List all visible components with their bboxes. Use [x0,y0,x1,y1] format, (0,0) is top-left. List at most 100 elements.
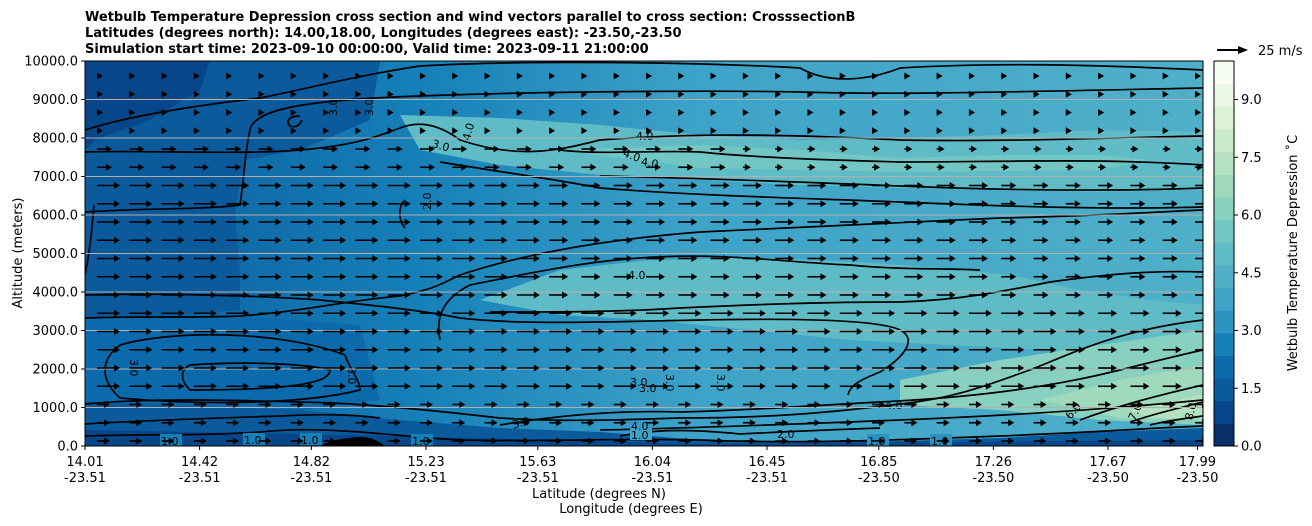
wind-vector-head [493,145,500,153]
x-tick-label-lat: 17.26 [975,455,1012,470]
wind-vector-head [340,382,347,390]
wind-vector-head [723,291,730,299]
wind-vector-head [921,364,928,372]
wind-vector-head [1137,437,1144,445]
colorbar-band [1214,83,1234,107]
wind-vector-head [426,419,433,427]
wind-vector-head [755,291,762,299]
wind-vector-head [1208,346,1214,353]
wind-vector-head [820,255,827,262]
wind-vector-head [626,182,633,189]
wind-vector-head [1067,163,1074,171]
wind-vector-head [949,236,956,244]
wind-vector-head [267,145,274,153]
wind-vector-head [1074,255,1081,262]
contour-line [439,161,1203,209]
wind-vector-head [775,90,782,98]
wind-vector-head [620,419,627,427]
wind-vector-head [1035,145,1042,153]
wind-vectors [97,72,1214,445]
wind-vector-head [243,273,250,281]
contour-label: 3.0 [327,99,340,117]
wind-vector-head [469,346,476,354]
wind-vector-head [340,364,347,372]
wind-vector-head [549,127,556,135]
wind-vector-head [501,200,508,208]
wind-vector-head [275,309,282,317]
wind-vector-head [1078,346,1085,354]
wind-vector-head [146,328,153,335]
wind-vector-head [501,328,508,335]
wind-vector-head [936,109,943,116]
wind-vector-head [307,309,314,317]
wind-vector-head [695,309,702,317]
wind-vector-head [691,255,698,262]
wind-vector-head [372,291,379,299]
wind-vector-head [777,145,784,153]
contour-label: 3.0 [345,367,358,385]
wind-vector-head [562,200,569,208]
wind-vector-head [852,291,859,299]
x-axis-label-latitude: Latitude (degrees N) [532,487,666,502]
wind-vector-head [1010,218,1017,226]
wind-vector-head [1001,72,1008,80]
wind-vector-head [788,218,795,226]
wind-vector-head [1065,127,1072,135]
wind-vector-head [1050,364,1057,372]
wind-vector-head [501,218,508,226]
wind-vector-head [210,309,217,317]
wind-vector-head [727,382,734,390]
wind-vector-head [161,72,168,80]
wind-vector-head [1107,255,1114,262]
contour-line [599,175,1203,192]
x-tick-label-lon: -23.50 [972,471,1014,486]
wind-vector-head [1035,163,1042,171]
wind-vector-head [953,382,960,390]
wind-vector-head [759,382,766,390]
wind-vector-head [210,328,217,335]
wind-vector-head [558,163,565,171]
wind-vector-head [1018,382,1025,390]
wind-vector-head [501,364,508,372]
wind-vector-head [968,72,975,80]
wind-vector-head [387,72,394,80]
wind-vector-head [1139,236,1146,244]
wind-vector-head [1197,145,1203,153]
wind-vector-head [846,437,853,445]
x-tick-label-lat: 16.45 [748,455,785,470]
wind-vector-head [404,218,411,226]
wind-vector-head [874,163,881,171]
wind-vector-head [1001,90,1008,98]
wind-vector-head [841,163,848,171]
wind-vector-head [1111,328,1118,335]
y-tick-label: 7000.0 [33,170,79,185]
wind-vector-head [659,236,665,244]
y-axis: 0.0 1000.0 2000.0 3000.0 4000.0 5000.0 6000.0 7… [24,55,85,455]
wind-vector-head [290,109,297,116]
wind-vector-head [1098,109,1105,116]
x-tick-label-lon: -23.50 [1176,471,1218,486]
wind-vector-head [210,291,217,299]
wind-vector-head [566,309,573,317]
wind-vector-head [723,182,730,189]
wind-vector-head [459,419,466,427]
wind-vector-head [210,346,217,354]
wind-vector-head [968,109,975,116]
wind-vector-head [659,218,665,226]
wind-vector-head [404,182,411,189]
wind-vector-head [307,182,314,189]
wind-vector-head [943,401,950,408]
wind-vector-head [588,437,595,445]
wind-vector-head [258,72,265,80]
wind-vector-head [936,90,943,98]
contour-label: 1.0 [244,434,262,447]
wind-vector-head [594,255,601,262]
wind-vector-head [243,328,250,335]
y-tick-label: 8000.0 [33,132,79,147]
wind-vector-head [630,382,637,390]
wind-vector-head [97,72,103,80]
wind-vector-head [436,182,443,189]
wind-vector-head [114,273,120,281]
wind-vector-head [372,182,379,189]
wind-vector-head [613,90,620,98]
